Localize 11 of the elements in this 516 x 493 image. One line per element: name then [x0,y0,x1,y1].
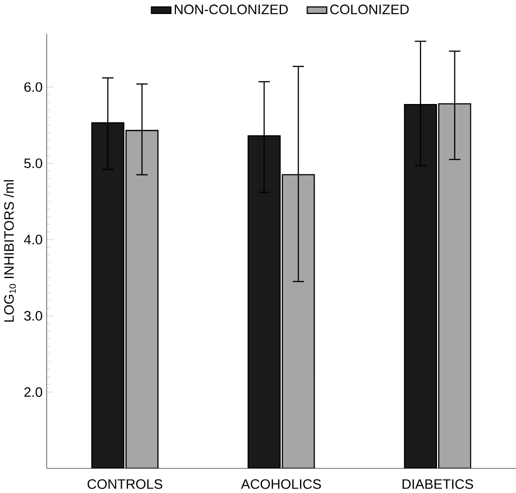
y-axis-title: LOG$_{10}$ INHIBITORS /ml [4,180,16,322]
legend-label: NON-COLONIZED [174,4,288,14]
y-tick-label: 4.0 [24,234,42,245]
x-tick-label: ACOHOLICS [240,479,321,490]
y-tick-label: 5.0 [24,158,42,168]
x-tick-label: CONTROLS [88,479,162,490]
legend-label: COLONIZED [330,4,409,14]
x-tick-label: DIABETICS [402,479,474,490]
y-tick-label: 2.0 [24,387,42,398]
y-tick-label: 3.0 [24,311,42,321]
y-tick-label: 6.0 [24,82,42,92]
